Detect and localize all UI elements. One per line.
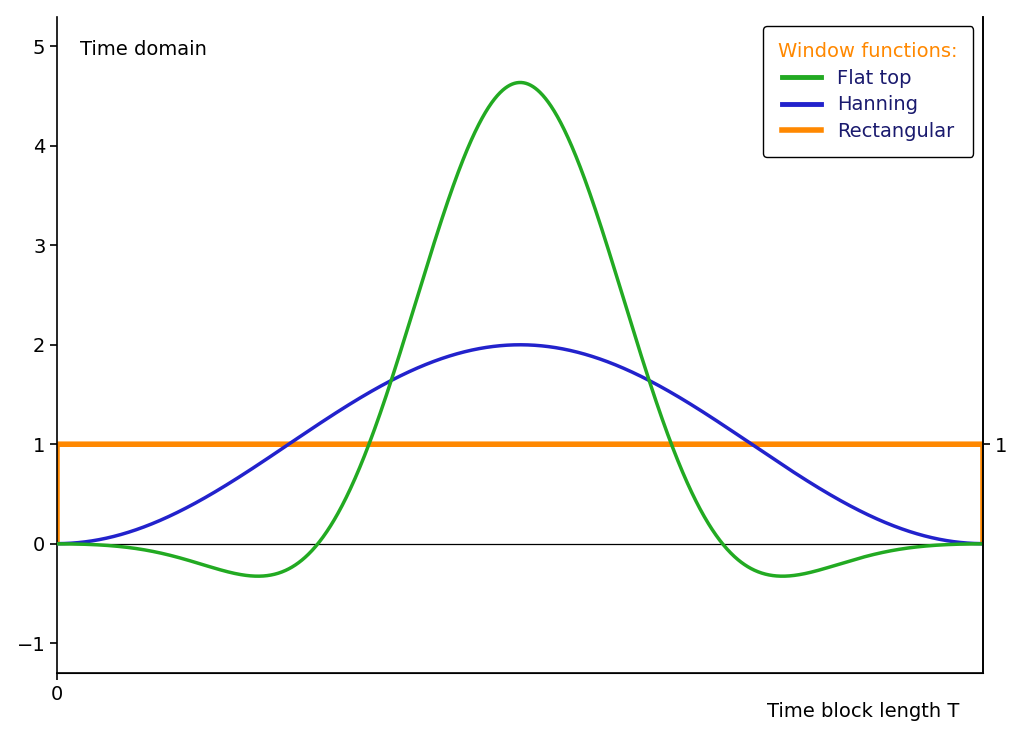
Text: Time domain: Time domain [80, 40, 207, 59]
X-axis label: Time block length T: Time block length T [767, 702, 958, 722]
Legend: Flat top, Hanning, Rectangular: Flat top, Hanning, Rectangular [763, 26, 974, 157]
